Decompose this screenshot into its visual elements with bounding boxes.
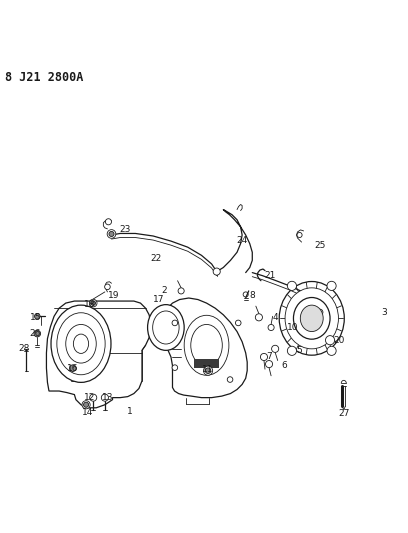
Circle shape bbox=[272, 345, 279, 352]
Ellipse shape bbox=[57, 313, 105, 375]
Text: 13: 13 bbox=[102, 393, 113, 402]
Circle shape bbox=[227, 377, 233, 382]
Text: 18: 18 bbox=[84, 300, 95, 309]
Circle shape bbox=[235, 320, 241, 326]
Circle shape bbox=[84, 402, 89, 407]
Text: 14: 14 bbox=[82, 408, 94, 417]
Circle shape bbox=[327, 281, 336, 290]
Text: 2: 2 bbox=[162, 286, 167, 295]
Circle shape bbox=[105, 219, 111, 225]
Circle shape bbox=[287, 346, 297, 356]
Circle shape bbox=[260, 353, 268, 360]
Text: 26: 26 bbox=[29, 329, 41, 338]
Circle shape bbox=[268, 325, 274, 330]
Text: 4: 4 bbox=[273, 313, 278, 322]
Text: 20: 20 bbox=[333, 336, 344, 345]
Circle shape bbox=[172, 320, 177, 326]
Ellipse shape bbox=[191, 325, 222, 366]
Ellipse shape bbox=[279, 281, 344, 355]
Ellipse shape bbox=[184, 316, 229, 375]
Text: 7: 7 bbox=[266, 352, 272, 361]
Text: 16: 16 bbox=[67, 364, 79, 373]
Circle shape bbox=[101, 394, 109, 401]
Ellipse shape bbox=[51, 305, 111, 382]
Text: 6: 6 bbox=[282, 361, 287, 370]
Circle shape bbox=[255, 314, 262, 321]
Circle shape bbox=[109, 231, 114, 237]
Circle shape bbox=[326, 336, 335, 345]
Polygon shape bbox=[194, 359, 219, 368]
Circle shape bbox=[205, 368, 211, 374]
Text: 11: 11 bbox=[202, 365, 214, 374]
Ellipse shape bbox=[300, 305, 323, 332]
Ellipse shape bbox=[148, 305, 184, 350]
Ellipse shape bbox=[66, 325, 96, 363]
Text: 28: 28 bbox=[18, 344, 29, 353]
Ellipse shape bbox=[285, 288, 338, 349]
Text: 17: 17 bbox=[153, 295, 164, 304]
Circle shape bbox=[70, 365, 76, 372]
Ellipse shape bbox=[293, 297, 330, 339]
Circle shape bbox=[82, 401, 90, 409]
Text: 27: 27 bbox=[338, 409, 350, 418]
Text: 24: 24 bbox=[237, 236, 248, 245]
Text: 22: 22 bbox=[150, 254, 161, 263]
Circle shape bbox=[204, 366, 213, 375]
Circle shape bbox=[213, 268, 220, 275]
Text: 25: 25 bbox=[314, 241, 326, 249]
Ellipse shape bbox=[153, 311, 179, 344]
Circle shape bbox=[327, 346, 336, 356]
Text: 19: 19 bbox=[108, 292, 119, 301]
Text: 8: 8 bbox=[249, 292, 255, 301]
Text: 12: 12 bbox=[84, 393, 95, 402]
Circle shape bbox=[287, 281, 297, 290]
Text: 15: 15 bbox=[29, 313, 41, 322]
Text: 3: 3 bbox=[381, 308, 387, 317]
Circle shape bbox=[90, 394, 97, 401]
Circle shape bbox=[104, 284, 110, 289]
Circle shape bbox=[266, 360, 273, 368]
Text: 1: 1 bbox=[127, 407, 133, 416]
Text: 10: 10 bbox=[287, 323, 299, 332]
Polygon shape bbox=[163, 298, 247, 398]
Circle shape bbox=[89, 300, 97, 307]
Text: 8 J21 2800A: 8 J21 2800A bbox=[5, 71, 83, 84]
Polygon shape bbox=[47, 301, 151, 408]
Circle shape bbox=[91, 301, 95, 305]
Text: 21: 21 bbox=[264, 271, 276, 280]
Circle shape bbox=[178, 288, 184, 294]
Circle shape bbox=[35, 313, 40, 319]
Text: 23: 23 bbox=[120, 225, 131, 235]
Circle shape bbox=[107, 230, 116, 238]
Circle shape bbox=[34, 330, 40, 337]
Circle shape bbox=[297, 232, 302, 238]
Text: 5: 5 bbox=[297, 346, 302, 355]
Circle shape bbox=[172, 365, 177, 370]
Circle shape bbox=[317, 309, 323, 316]
